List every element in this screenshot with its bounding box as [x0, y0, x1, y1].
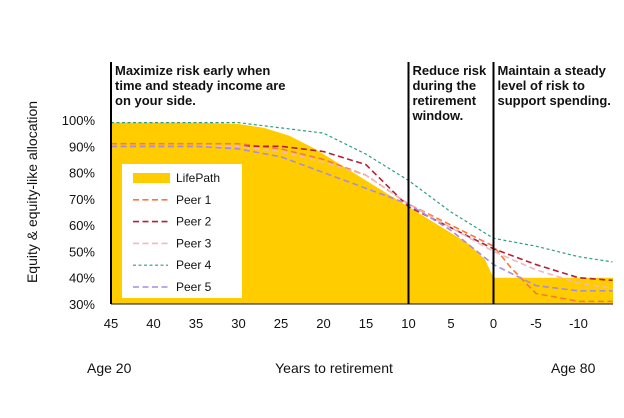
y-tick-label: 40%: [69, 271, 95, 286]
phase-annotation: Maintain a steady level of risk to support…: [498, 63, 611, 108]
x-tick-label: 35: [189, 316, 203, 331]
phase-annotation: Reduce risk during the retirement window.: [412, 63, 487, 123]
phase-annotation-line: retirement: [413, 93, 477, 108]
legend-box: [122, 164, 242, 298]
age-end-label: Age 80: [551, 360, 596, 376]
series-peer-5-line: [111, 145, 613, 292]
x-tick-label: 10: [401, 316, 415, 331]
series-peer-1-line: [111, 142, 613, 303]
series-peer-3-line: [111, 145, 613, 290]
phase-annotation-line: Maintain a steady: [498, 63, 607, 78]
phase-annotation-line: time and steady income are: [115, 78, 286, 93]
phase-annotation-line: level of risk to: [498, 78, 585, 93]
phase-annotation-line: on your side.: [115, 93, 196, 108]
x-tick-label: 45: [104, 316, 118, 331]
x-tick-label: 0: [490, 316, 497, 331]
legend-label-peer-1: Peer 1: [176, 193, 212, 207]
legend-label-peer-2: Peer 2: [176, 215, 212, 229]
phase-annotation-line: Maximize risk early when: [115, 63, 270, 78]
y-axis-label: Equity & equity-like allocation: [24, 101, 40, 283]
phase-annotation-line: window.: [412, 108, 464, 123]
legend-label-peer-4: Peer 4: [176, 258, 212, 272]
series-peer-4-line: [111, 122, 613, 263]
y-tick-label: 90%: [69, 139, 95, 154]
x-tick-label: 40: [146, 316, 160, 331]
legend-label-lifepath: LifePath: [176, 171, 220, 185]
legend-label-peer-3: Peer 3: [176, 236, 212, 250]
x-tick-label: 15: [359, 316, 373, 331]
y-tick-label: 80%: [69, 166, 95, 181]
legend-label-peer-5: Peer 5: [176, 280, 212, 294]
phase-annotation-line: Reduce risk: [413, 63, 487, 78]
y-tick-label: 50%: [69, 244, 95, 259]
x-tick-label: -5: [530, 316, 542, 331]
x-tick-label: -10: [569, 316, 588, 331]
x-tick-label: 25: [274, 316, 288, 331]
phase-annotation-line: support spending.: [498, 93, 611, 108]
series-peer-2-line: [111, 145, 613, 282]
phase-annotation-line: during the: [413, 78, 477, 93]
y-tick-label: 70%: [69, 192, 95, 207]
y-tick-label: 60%: [69, 218, 95, 233]
y-tick-label: 30%: [69, 297, 95, 312]
legend-swatch-lifepath: [133, 173, 170, 183]
phase-annotation: Maximize risk early when time and steady …: [115, 63, 286, 108]
age-start-label: Age 20: [87, 360, 132, 376]
x-tick-label: 30: [231, 316, 245, 331]
x-axis-label: Years to retirement: [275, 360, 393, 376]
x-tick-label: 5: [447, 316, 454, 331]
y-tick-label: 100%: [62, 113, 96, 128]
legend: LifePath Peer 1 Peer 2 Peer 3 Peer 4 Peer 5: [122, 164, 242, 298]
x-tick-label: 20: [316, 316, 330, 331]
